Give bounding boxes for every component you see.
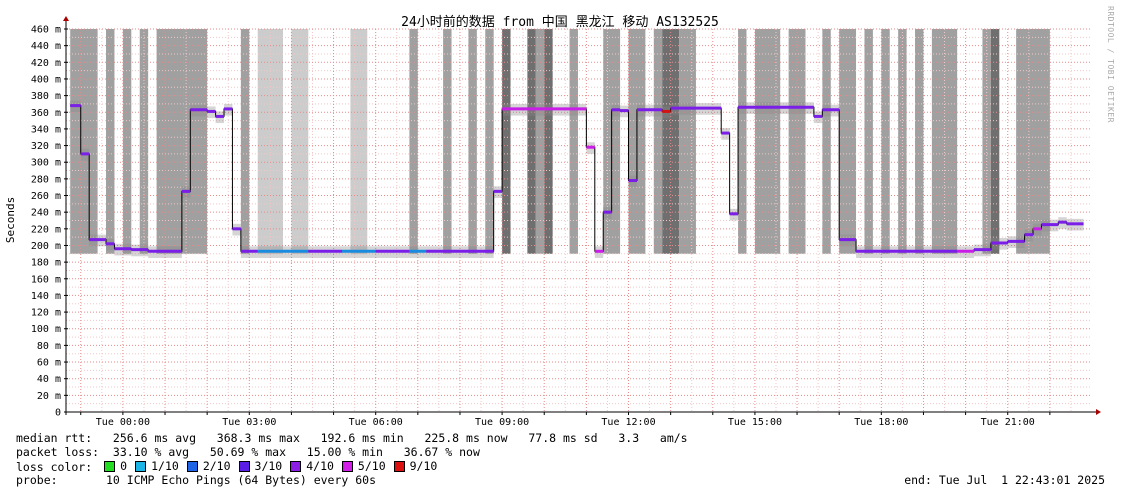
x-axis-arrow [1096,409,1101,415]
legend-swatch [186,460,198,472]
loss-band [569,29,578,254]
loss-band [915,29,924,254]
y-tick-label: 380 m [31,91,61,102]
loss-band [240,29,250,254]
y-tick-label: 320 m [31,141,61,152]
legend-swatch [135,460,147,472]
loss-band [257,29,283,254]
legend-swatch [104,460,116,472]
y-tick-label: 200 m [31,241,61,252]
loss-color-label: loss color: [16,459,93,474]
median-rtt-stats: median rtt: 256.6 ms avg 368.3 ms max 19… [16,431,688,445]
y-tick-label: 180 m [31,258,61,269]
loss-band [898,29,907,254]
legend-label: 3/10 [254,459,283,473]
y-tick-label: 100 m [31,324,61,335]
loss-band [544,29,553,254]
legend-label: 1/10 [151,459,179,473]
y-tick-label: 460 m [31,25,61,36]
x-tick-label: Tue 21:00 [981,417,1035,428]
probe-info: probe: 10 ICMP Echo Pings (64 Bytes) eve… [16,473,377,487]
loss-band [106,29,115,254]
y-tick-label: 120 m [31,308,61,319]
rrdtool-watermark: RRDTOOL / TOBI OETIKER [1106,6,1115,123]
loss-band [70,29,98,254]
loss-band [931,29,958,254]
y-tick-label: 360 m [31,108,61,119]
y-tick-label: 340 m [31,124,61,135]
x-tick-label: Tue 12:00 [601,417,655,428]
loss-band [527,29,536,254]
loss-band [443,29,452,254]
y-tick-label: 20 m [37,391,61,402]
y-axis-label: Seconds [4,197,17,243]
y-axis-arrow [63,16,69,21]
y-tick-label: 220 m [31,224,61,235]
loss-color-legend: loss color: 0 1/10 2/10 3/10 4/10 5/10 9/10 [16,459,445,475]
loss-band [291,29,309,254]
loss-band [822,29,831,254]
legend-label: 0 [120,459,128,473]
x-tick-label: Tue 06:00 [349,417,403,428]
loss-band [156,29,184,254]
loss-band [183,29,208,254]
loss-band [409,29,418,254]
loss-band [662,29,680,254]
y-tick-label: 140 m [31,291,61,302]
loss-band [1016,29,1050,254]
loss-band [738,29,747,254]
y-tick-label: 240 m [31,208,61,219]
legend-label: 5/10 [357,459,386,473]
loss-band [982,29,991,254]
loss-band [653,29,663,254]
loss-band [990,29,1000,254]
x-tick-label: Tue 09:00 [475,417,529,428]
x-tick-label: Tue 03:00 [222,417,276,428]
legend-swatch [290,460,302,472]
y-tick-label: 40 m [37,374,61,385]
y-tick-label: 440 m [31,41,61,52]
legend-swatch [238,460,250,472]
y-tick-label: 160 m [31,274,61,285]
y-tick-label: 280 m [31,174,61,185]
x-tick-label: Tue 15:00 [728,417,782,428]
loss-band [502,29,511,254]
loss-band [122,29,132,254]
legend-item: 2/10 [186,459,231,473]
legend-item: 4/10 [290,459,334,473]
loss-band [864,29,873,254]
legend-label: 2/10 [202,459,231,473]
legend-item: 1/10 [135,459,179,473]
x-tick-label: Tue 18:00 [854,417,908,428]
x-tick-label: Tue 00:00 [96,417,150,428]
y-tick-label: 0 [55,408,61,419]
y-tick-label: 80 m [37,341,61,352]
legend-label: 4/10 [306,459,334,473]
loss-band [139,29,149,254]
legend-item: 3/10 [238,459,283,473]
y-tick-label: 400 m [31,74,61,85]
legend-label: 9/10 [409,459,438,473]
legend-item: 5/10 [341,459,386,473]
packet-loss-stats: packet loss: 33.10 % avg 50.69 % max 15.… [16,445,480,459]
end-time: end: Tue Jul 1 22:43:01 2025 [904,473,1105,487]
y-tick-label: 300 m [31,158,61,169]
chart-title: 24小时前的数据 from 中国 黑龙江 移动 AS132525 [401,14,719,30]
legend-swatch [393,460,405,472]
loss-band [788,29,806,254]
y-tick-label: 420 m [31,58,61,69]
loss-band [839,29,857,254]
legend-swatch [341,460,353,472]
loss-band [485,29,494,254]
y-tick-label: 60 m [37,358,61,369]
loss-band [754,29,781,254]
legend-item: 0 [104,459,127,473]
loss-band [535,29,545,254]
loss-band [881,29,890,254]
legend-item: 9/10 [393,459,438,473]
loss-band [468,29,477,254]
y-tick-label: 260 m [31,191,61,202]
loss-band [350,29,368,254]
